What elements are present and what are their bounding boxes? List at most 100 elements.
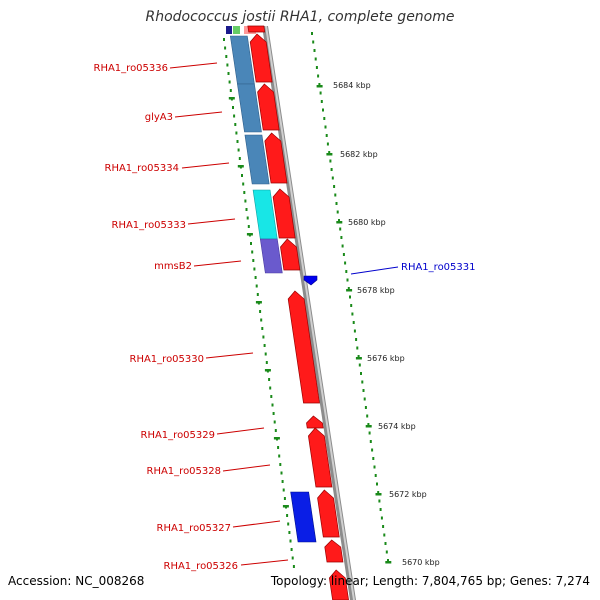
scale-tick	[234, 123, 237, 126]
cds-forward-track	[247, 25, 350, 600]
scale-tick	[274, 429, 277, 432]
partial-band-green	[233, 26, 240, 34]
scale-tick	[374, 474, 377, 477]
scale-tick	[268, 378, 271, 381]
leader-ro05329	[216, 427, 265, 435]
scale-tick	[263, 344, 266, 347]
leader-mmsB2	[193, 260, 242, 267]
scale-tick	[324, 125, 327, 129]
gene-label: mmsB2	[154, 261, 192, 272]
kbp-label: 5670 kbp	[402, 558, 440, 567]
scale-tick	[243, 191, 246, 194]
leader-ro05331	[350, 266, 399, 275]
kbp-label: 5682 kbp	[340, 150, 378, 159]
scale-tick-major	[264, 369, 271, 372]
cds-arrow-partial-bottom	[328, 569, 350, 600]
scale-tick	[252, 259, 255, 262]
gene-label: RHA1_ro05326	[164, 561, 239, 572]
gene-label: RHA1_ro05329	[141, 430, 216, 441]
scale-tick	[336, 210, 339, 214]
scale-tick	[325, 134, 328, 137]
scale-tick	[352, 321, 355, 324]
scale-tick	[269, 386, 272, 390]
scale-tick	[356, 346, 359, 350]
scale-tick	[376, 482, 378, 486]
scale-tick-major	[326, 153, 333, 156]
gene-label: RHA1_ro05333	[112, 220, 187, 231]
scale-tick	[380, 516, 383, 520]
scale-tick	[253, 267, 256, 271]
cds-arrow-ro05333	[272, 188, 296, 239]
scale-tick	[261, 327, 264, 330]
scale-tick	[264, 352, 267, 356]
scale-tick-major	[375, 493, 382, 496]
scale-tick	[237, 148, 240, 152]
scale-tick	[369, 440, 372, 443]
scale-tick	[238, 157, 241, 160]
leader-ro05328	[222, 464, 271, 472]
tick-track-right	[311, 32, 392, 564]
scale-tick	[244, 199, 247, 203]
gene-label: RHA1_ro05336	[94, 63, 169, 74]
cds-arrow-ro05329	[306, 415, 324, 429]
cds-arrow-ro05326	[324, 539, 344, 563]
scale-tick	[382, 525, 385, 528]
gene-label: RHA1_ro05330	[130, 354, 205, 365]
scale-tick	[260, 318, 263, 322]
scale-tick	[256, 293, 259, 296]
scale-tick	[372, 457, 375, 460]
leader-ro05334	[181, 162, 230, 169]
partial-band-navy	[226, 26, 232, 34]
scale-tick	[242, 182, 245, 186]
scale-tick	[350, 304, 353, 307]
leader-ro05333	[187, 218, 236, 225]
leader-ro05336	[169, 62, 218, 69]
cog-block-mmsB2	[259, 238, 283, 274]
kbp-scale-labels: 5684 kbp 5682 kbp 5680 kbp 5678 kbp 5676…	[333, 81, 440, 567]
gene-arrow-ro05331	[303, 275, 318, 286]
cds-arrow-ro05336	[249, 33, 273, 83]
scale-tick	[246, 216, 249, 220]
scale-tick	[270, 395, 273, 398]
scale-tick	[224, 46, 227, 50]
scale-tick	[373, 465, 376, 469]
scale-tick	[320, 100, 323, 103]
scale-tick-major	[385, 561, 392, 564]
scale-tick	[236, 140, 239, 143]
scale-tick	[339, 227, 342, 231]
scale-tick	[314, 57, 317, 61]
scale-tick	[235, 131, 238, 135]
scale-tick	[364, 406, 367, 409]
cds-arrow-glyA3	[257, 83, 280, 131]
scale-tick	[262, 335, 265, 339]
kbp-label: 5672 kbp	[389, 490, 427, 499]
kbp-label: 5680 kbp	[348, 218, 386, 227]
scale-tick	[353, 329, 356, 333]
scale-tick	[315, 66, 318, 69]
scale-tick	[363, 397, 366, 401]
scale-tick	[317, 74, 320, 78]
scale-tick	[384, 542, 387, 545]
scale-tick	[271, 403, 274, 407]
scale-tick	[330, 168, 333, 171]
scale-tick	[223, 38, 225, 41]
leader-ro05327	[232, 520, 281, 528]
scale-tick-major	[346, 289, 353, 292]
tick-track-left	[223, 38, 295, 568]
scale-tick	[331, 176, 334, 180]
scale-tick	[265, 361, 268, 364]
accession-text: Accession: NC_008268	[8, 574, 145, 588]
gene-label: RHA1_ro05328	[147, 466, 222, 477]
scale-tick	[283, 497, 286, 500]
genome-backbone-highlight	[265, 26, 355, 600]
scale-tick-major	[246, 233, 253, 236]
scale-tick-major	[228, 97, 235, 100]
scale-tick	[232, 106, 234, 109]
scale-tick-major	[355, 357, 362, 360]
scale-tick	[323, 117, 326, 120]
scale-tick	[259, 310, 262, 313]
scale-tick	[358, 363, 361, 367]
scale-tick	[368, 431, 371, 435]
kbp-label: 5678 kbp	[357, 286, 395, 295]
scale-tick	[334, 193, 337, 197]
